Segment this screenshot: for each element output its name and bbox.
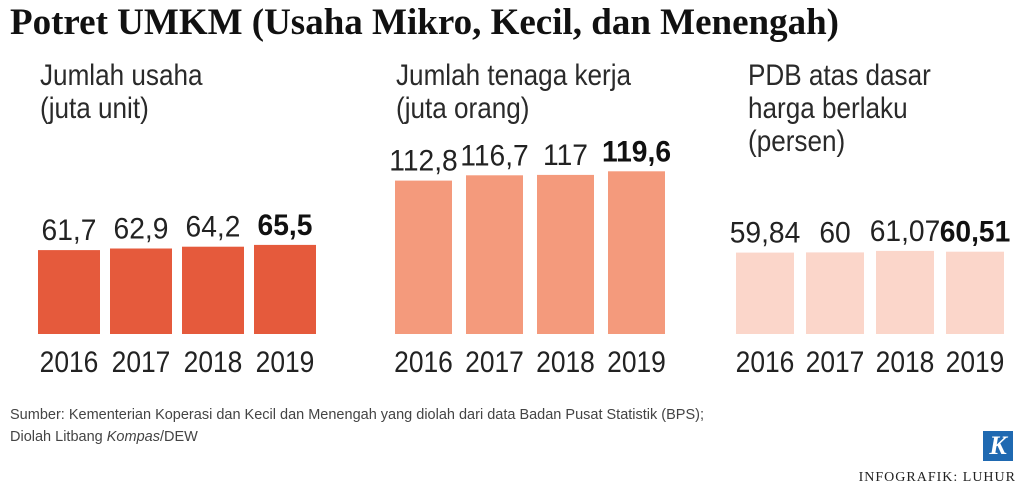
chart-1-value-label-2019: 65,5 — [258, 209, 313, 242]
source-line-2-suffix: /DEW — [159, 429, 198, 445]
source-line-1: Sumber: Kementerian Koperasi dan Kecil d… — [10, 407, 704, 423]
chart-2-bar-2016 — [395, 180, 452, 334]
chart-3-plot: 59,84 2016 60 2017 61,07 2018 60,51 2019 — [730, 215, 1011, 378]
chart-3-year-label-2019: 2019 — [946, 344, 1005, 378]
page-title: Potret UMKM (Usaha Mikro, Kecil, dan Men… — [10, 2, 839, 43]
chart-2-bar-2019 — [608, 171, 665, 334]
chart-1-plot: 61,7 2016 62,9 2017 64,2 2018 65,5 2019 — [38, 209, 316, 378]
chart-2-plot: 112,8 2016 116,7 2017 117 2018 119,6 2019 — [389, 136, 671, 379]
chart-3-value-label-2016: 59,84 — [730, 217, 801, 250]
source-note: Sumber: Kementerian Koperasi dan Kecil d… — [10, 404, 704, 448]
chart-1-year-label-2018: 2018 — [184, 344, 243, 378]
chart-1-bar-2018 — [182, 246, 244, 334]
infographic-credit: INFOGRAFIK: LUHUR — [858, 470, 1016, 485]
chart-2-value-label-2016: 112,8 — [389, 145, 457, 178]
source-line-2: Diolah Litbang Kompas/DEW — [10, 426, 704, 448]
source-line-2-prefix: Diolah Litbang — [10, 429, 107, 445]
chart-2-bar-2018 — [537, 174, 594, 334]
chart-1-year-label-2016: 2016 — [40, 344, 99, 378]
chart-3-bar-2017 — [806, 252, 864, 334]
chart-3-value-label-2019: 60,51 — [940, 216, 1011, 249]
chart-1-value-label-2016: 61,7 — [42, 214, 97, 247]
source-publication-name: Kompas — [106, 429, 160, 445]
chart-1-bar-2019 — [254, 244, 316, 334]
chart-2-year-label-2016: 2016 — [394, 344, 453, 378]
chart-2-title-line-2: (juta orang) — [396, 92, 530, 125]
chart-3-year-label-2016: 2016 — [736, 344, 795, 378]
chart-2-value-label-2017: 116,7 — [460, 140, 528, 173]
chart-2-title: Jumlah tenaga kerja (juta orang) — [396, 59, 631, 125]
chart-2-bar-2017 — [466, 175, 523, 334]
chart-3-year-label-2017: 2017 — [806, 344, 865, 378]
chart-1-title-line-1: Jumlah usaha — [40, 59, 203, 92]
chart-3-value-label-2017: 60 — [819, 217, 850, 250]
chart-1-bar-2017 — [110, 248, 172, 334]
chart-3-year-label-2018: 2018 — [876, 344, 935, 378]
chart-1-year-label-2019: 2019 — [256, 344, 315, 378]
chart-3-bar-2018 — [876, 250, 934, 334]
chart-2-value-label-2018: 117 — [543, 139, 588, 172]
chart-1-year-label-2017: 2017 — [112, 344, 171, 378]
chart-3-title: PDB atas dasar harga berlaku (persen) — [748, 59, 931, 158]
chart-2-value-label-2019: 119,6 — [602, 136, 671, 169]
chart-1-bar-2016 — [38, 250, 100, 334]
chart-2-year-label-2018: 2018 — [536, 344, 595, 378]
chart-1-value-label-2017: 62,9 — [114, 213, 169, 246]
chart-3-title-line-1: PDB atas dasar — [748, 59, 931, 92]
chart-3-bar-2019 — [946, 251, 1004, 334]
chart-3-title-line-2: harga berlaku — [748, 92, 908, 125]
chart-1-value-label-2018: 64,2 — [186, 211, 241, 244]
chart-1-title-line-2: (juta unit) — [40, 92, 149, 125]
kompas-logo: K — [983, 431, 1013, 461]
chart-2-year-label-2017: 2017 — [465, 344, 524, 378]
chart-3-value-label-2018: 61,07 — [870, 215, 941, 248]
chart-3-title-line-3: (persen) — [748, 125, 846, 158]
chart-3-bar-2016 — [736, 252, 794, 334]
chart-2-title-line-1: Jumlah tenaga kerja — [396, 59, 632, 92]
chart-2-year-label-2019: 2019 — [607, 344, 666, 378]
chart-1-title: Jumlah usaha (juta unit) — [40, 59, 203, 125]
